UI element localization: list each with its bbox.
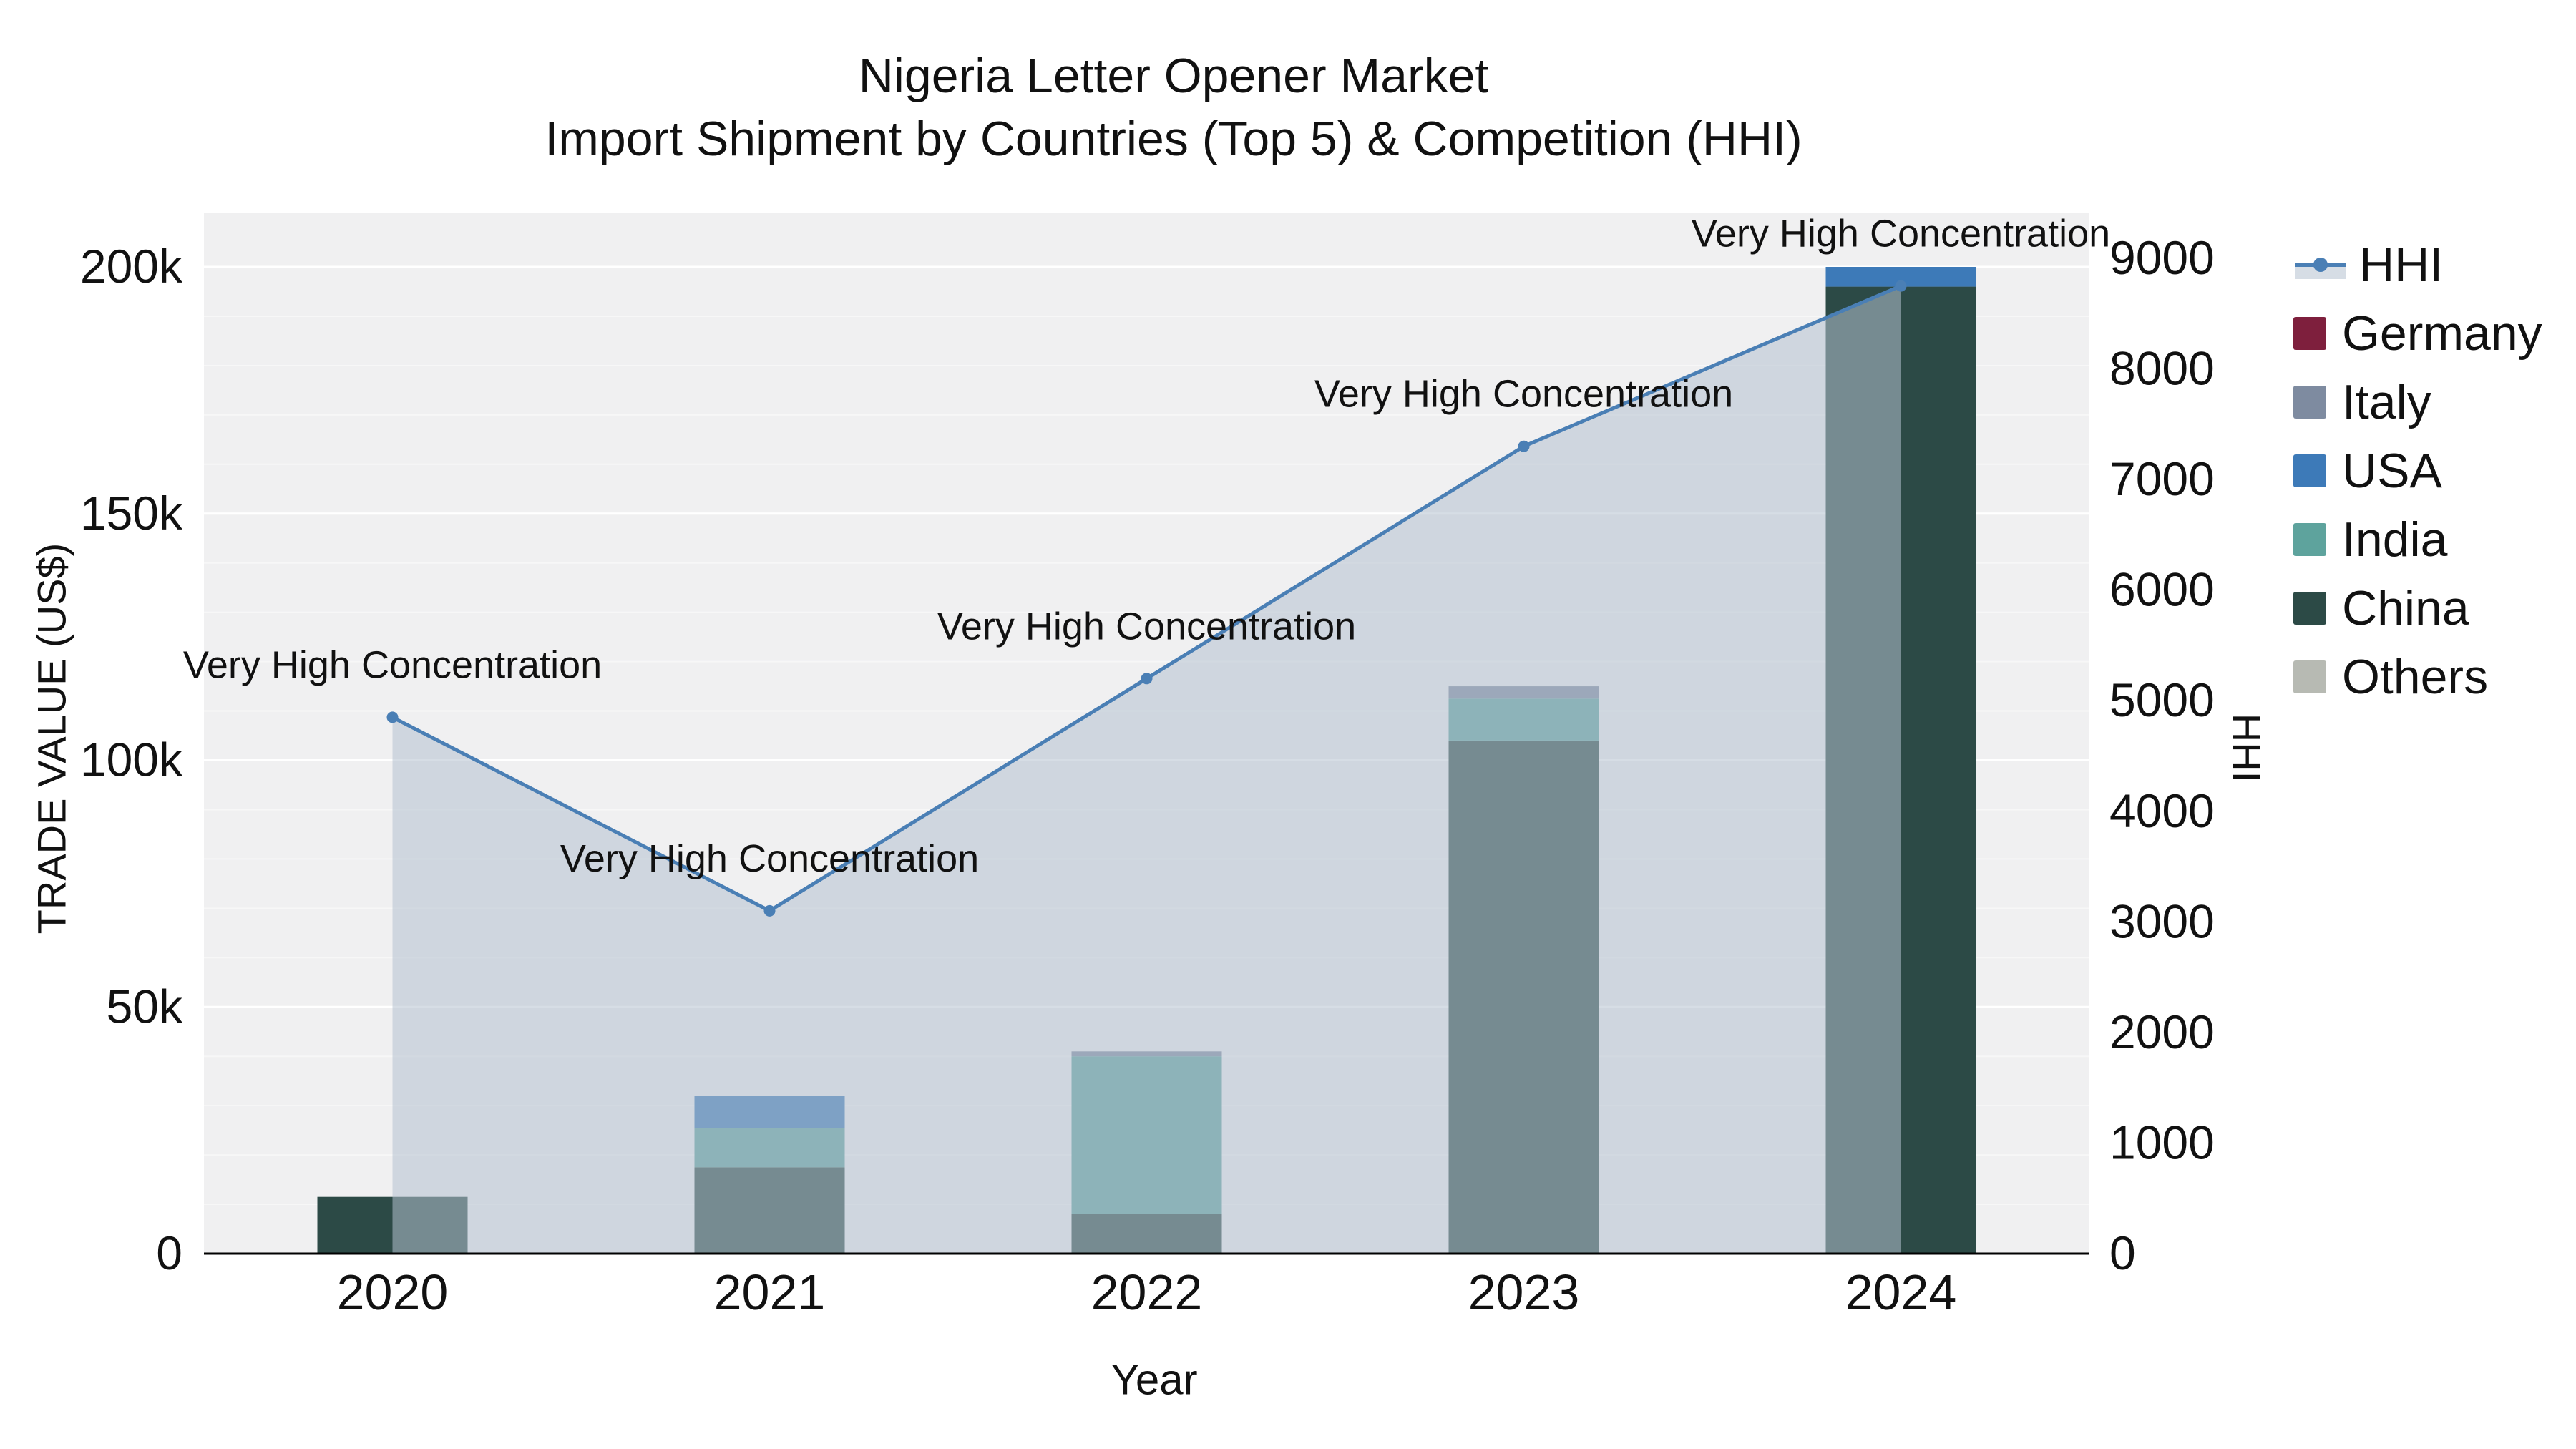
y-axis-right-label: HHI	[2224, 713, 2270, 783]
svg-text:50k: 50k	[107, 980, 183, 1033]
legend-item-india[interactable]: India	[2293, 511, 2542, 568]
hhi-marker-2022[interactable]	[1141, 673, 1153, 685]
svg-text:2023: 2023	[1468, 1264, 1580, 1320]
legend-swatch-others	[2293, 660, 2326, 693]
chart-title-line1: Nigeria Letter Opener Market	[858, 49, 1489, 103]
svg-text:2024: 2024	[1845, 1264, 1957, 1320]
x-axis-label: Year	[1111, 1355, 1198, 1404]
legend-swatch-usa	[2293, 454, 2326, 487]
legend-swatch-italy	[2293, 386, 2326, 419]
legend-item-others[interactable]: Others	[2293, 648, 2542, 706]
legend-label: Others	[2342, 650, 2489, 704]
svg-text:150k: 150k	[80, 487, 183, 540]
legend-label: Germany	[2342, 306, 2542, 361]
legend-item-usa[interactable]: USA	[2293, 442, 2542, 499]
svg-text:9000: 9000	[2109, 231, 2215, 284]
legend-item-italy[interactable]: Italy	[2293, 374, 2542, 431]
y-left-ticks: 0 50k 100k 150k 200k	[80, 240, 183, 1279]
svg-text:6000: 6000	[2109, 563, 2215, 616]
legend-item-germany[interactable]: Germany	[2293, 305, 2542, 362]
annotation-2021: Very High Concentration	[560, 837, 979, 880]
legend-label: India	[2342, 512, 2448, 567]
legend-line-icon	[2295, 258, 2346, 279]
legend-item-china[interactable]: China	[2293, 580, 2542, 637]
svg-text:0: 0	[2109, 1226, 2136, 1279]
legend-label: USA	[2342, 444, 2442, 498]
annotation-2023: Very High Concentration	[1314, 373, 1733, 416]
legend-label: China	[2342, 581, 2469, 635]
legend-swatch-china	[2293, 592, 2326, 625]
y-axis-left-label: TRADE VALUE (US$)	[29, 542, 74, 935]
annotation-2022: Very High Concentration	[937, 605, 1356, 648]
svg-text:200k: 200k	[80, 240, 183, 293]
svg-text:8000: 8000	[2109, 342, 2215, 395]
hhi-marker-2023[interactable]	[1518, 440, 1530, 452]
annotation-2020: Very High Concentration	[183, 643, 602, 686]
hhi-area	[392, 286, 1901, 1254]
svg-text:4000: 4000	[2109, 784, 2215, 837]
svg-text:3000: 3000	[2109, 894, 2215, 947]
svg-text:1000: 1000	[2109, 1116, 2215, 1169]
legend: HHI Germany Italy USA India China Others	[2293, 236, 2542, 706]
legend-swatch-india	[2293, 523, 2326, 556]
hhi-markers[interactable]	[386, 280, 1907, 917]
x-ticks: 2020 2021 2022 2023 2024	[337, 1264, 1957, 1320]
legend-label: Italy	[2342, 375, 2431, 429]
svg-text:5000: 5000	[2109, 673, 2215, 726]
hhi-marker-2020[interactable]	[386, 711, 399, 723]
hhi-marker-2024[interactable]	[1895, 280, 1907, 292]
chart-title: Nigeria Letter Opener Market Import Ship…	[0, 44, 2347, 170]
svg-text:2000: 2000	[2109, 1005, 2215, 1058]
svg-text:2022: 2022	[1091, 1264, 1203, 1320]
svg-text:0: 0	[156, 1226, 182, 1279]
y-right-ticks: 0 1000 2000 3000 4000 5000 6000 7000 8000 9000	[2109, 231, 2215, 1279]
chart-title-line2: Import Shipment by Countries (Top 5) & C…	[545, 112, 1802, 166]
svg-text:2020: 2020	[337, 1264, 449, 1320]
annotations: Very High Concentration Very High Concent…	[183, 213, 2110, 880]
svg-text:7000: 7000	[2109, 452, 2215, 505]
legend-item-hhi[interactable]: HHI	[2293, 236, 2542, 293]
annotation-2024: Very High Concentration	[1692, 213, 2110, 255]
legend-label: HHI	[2359, 238, 2444, 292]
svg-text:2021: 2021	[714, 1264, 826, 1320]
hhi-marker-2021[interactable]	[763, 904, 776, 917]
svg-text:100k: 100k	[80, 733, 183, 786]
legend-swatch-germany	[2293, 317, 2326, 350]
